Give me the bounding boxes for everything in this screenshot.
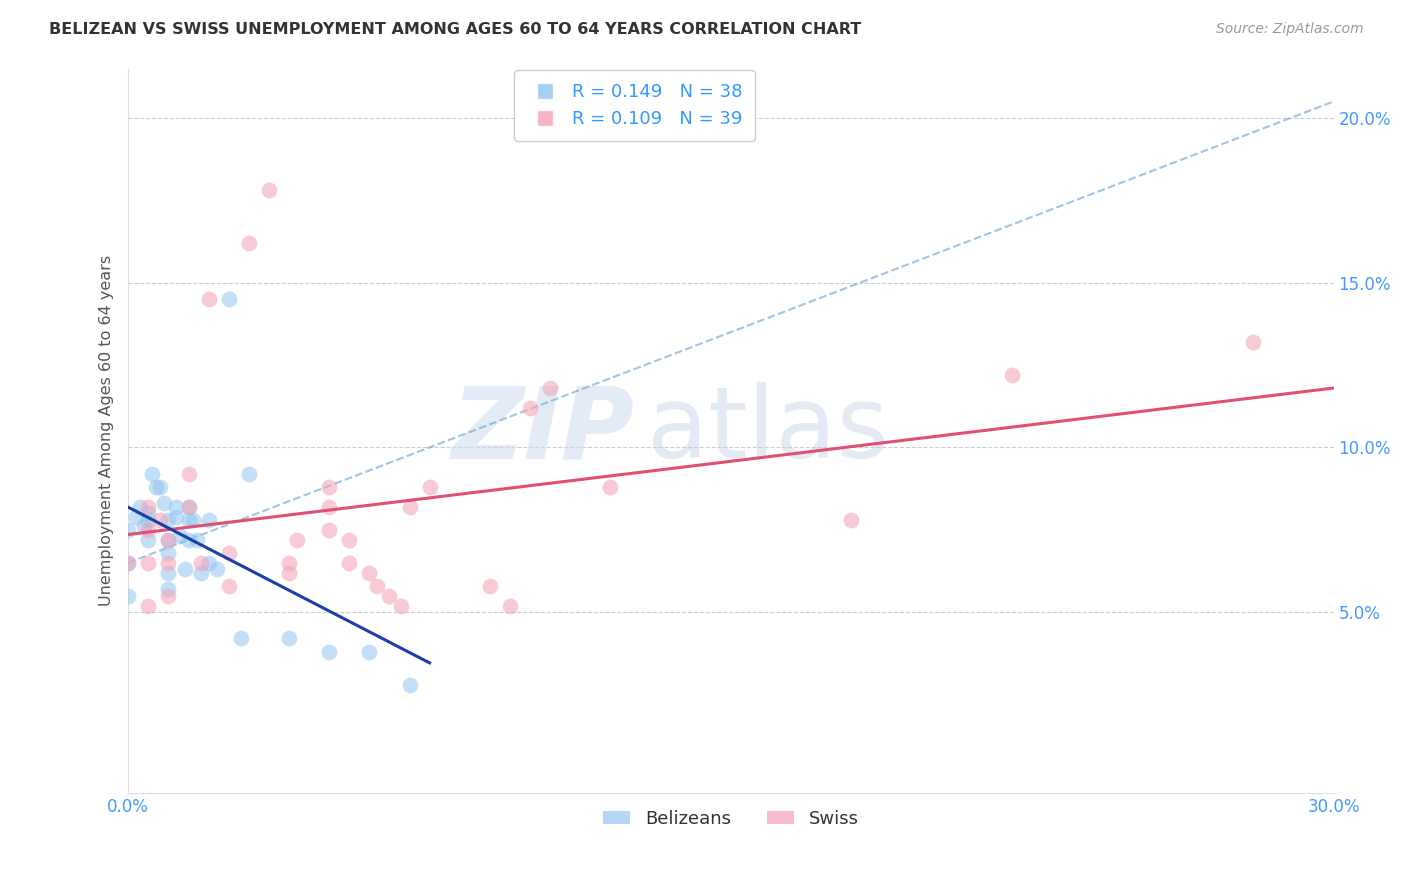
Point xyxy=(177,467,200,481)
Point xyxy=(337,556,360,570)
Point xyxy=(218,292,240,306)
Point xyxy=(138,533,160,547)
Point xyxy=(278,556,301,570)
Point xyxy=(157,513,180,527)
Point xyxy=(157,533,180,547)
Point xyxy=(197,556,219,570)
Point xyxy=(138,523,160,537)
Point xyxy=(257,183,280,197)
Point xyxy=(149,513,172,527)
Point xyxy=(166,509,188,524)
Point xyxy=(138,599,160,613)
Point xyxy=(157,582,180,596)
Point xyxy=(538,381,561,395)
Y-axis label: Unemployment Among Ages 60 to 64 years: Unemployment Among Ages 60 to 64 years xyxy=(100,255,114,607)
Point xyxy=(117,556,139,570)
Point xyxy=(177,500,200,514)
Point xyxy=(285,533,308,547)
Point xyxy=(197,513,219,527)
Point xyxy=(599,480,621,494)
Point xyxy=(129,500,152,514)
Point xyxy=(478,579,501,593)
Point xyxy=(1241,334,1264,349)
Point xyxy=(229,632,252,646)
Text: BELIZEAN VS SWISS UNEMPLOYMENT AMONG AGES 60 TO 64 YEARS CORRELATION CHART: BELIZEAN VS SWISS UNEMPLOYMENT AMONG AGE… xyxy=(49,22,862,37)
Point xyxy=(318,500,340,514)
Point xyxy=(138,506,160,520)
Point xyxy=(157,533,180,547)
Point xyxy=(117,589,139,603)
Point xyxy=(519,401,541,415)
Point xyxy=(157,556,180,570)
Point xyxy=(157,589,180,603)
Point xyxy=(177,533,200,547)
Point xyxy=(169,529,191,543)
Text: Source: ZipAtlas.com: Source: ZipAtlas.com xyxy=(1216,22,1364,37)
Point xyxy=(138,513,160,527)
Point xyxy=(398,500,420,514)
Point xyxy=(177,513,200,527)
Point xyxy=(318,480,340,494)
Point xyxy=(391,599,413,613)
Point xyxy=(149,480,172,494)
Point xyxy=(1001,368,1024,382)
Legend: Belizeans, Swiss: Belizeans, Swiss xyxy=(596,803,866,835)
Text: atlas: atlas xyxy=(647,383,889,479)
Point xyxy=(205,562,228,576)
Point xyxy=(378,589,401,603)
Point xyxy=(138,500,160,514)
Point xyxy=(318,645,340,659)
Point xyxy=(366,579,388,593)
Point xyxy=(499,599,522,613)
Point xyxy=(318,523,340,537)
Point xyxy=(190,556,212,570)
Point xyxy=(398,678,420,692)
Point xyxy=(218,579,240,593)
Point xyxy=(190,566,212,580)
Point xyxy=(138,556,160,570)
Point xyxy=(141,467,163,481)
Point xyxy=(157,566,180,580)
Point xyxy=(145,480,167,494)
Point xyxy=(173,562,195,576)
Point xyxy=(186,533,208,547)
Point xyxy=(117,556,139,570)
Point xyxy=(134,519,156,533)
Point xyxy=(337,533,360,547)
Point xyxy=(197,292,219,306)
Point xyxy=(125,509,148,524)
Point xyxy=(359,566,381,580)
Point xyxy=(166,500,188,514)
Point xyxy=(359,645,381,659)
Point xyxy=(278,566,301,580)
Point xyxy=(153,496,176,510)
Point xyxy=(238,236,260,251)
Point xyxy=(419,480,441,494)
Point xyxy=(177,500,200,514)
Point xyxy=(238,467,260,481)
Point xyxy=(157,546,180,560)
Point xyxy=(841,513,863,527)
Point xyxy=(117,523,139,537)
Point xyxy=(181,513,204,527)
Text: ZIP: ZIP xyxy=(451,383,634,479)
Point xyxy=(218,546,240,560)
Point xyxy=(278,632,301,646)
